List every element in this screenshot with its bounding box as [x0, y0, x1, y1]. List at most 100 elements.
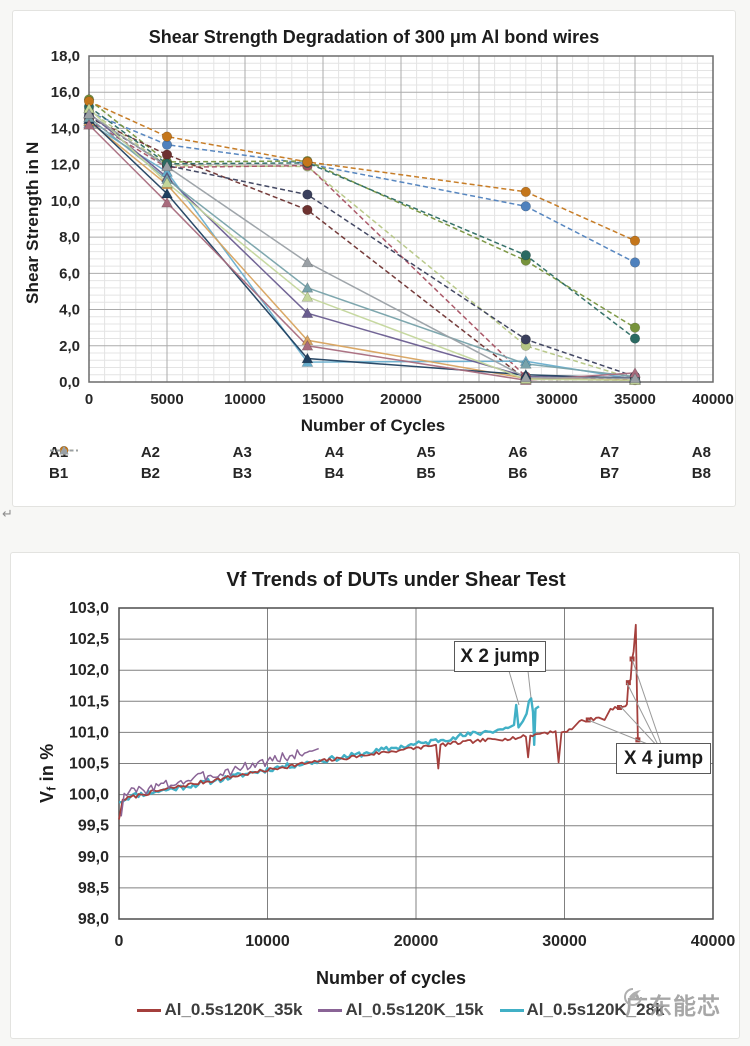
chart1-x-axis-title: Number of Cycles [300, 416, 446, 435]
svg-text:15000: 15000 [302, 391, 344, 408]
legend-label-Al_0.5s120K_15k: Al_0.5s120K_15k [345, 1000, 484, 1019]
legend-label-A2: A2 [140, 444, 161, 461]
legend-item-B6: B6 [50, 446, 528, 482]
svg-text:6,0: 6,0 [59, 265, 80, 282]
series-line-Al_0.5s120K_35k [118, 623, 639, 820]
legend-item-B5: B5 [50, 446, 436, 482]
marker-A5 [302, 204, 313, 216]
legend-label-B7: B7 [599, 465, 620, 482]
marker-A2 [629, 322, 641, 333]
legend-item-Al_0.5s120K_35k: Al_0.5s120K_35k [137, 1000, 302, 1020]
chart1-legend: A1 A2 A3 A4 A5 A6 A7 A8 B1 B2 B3 B4 B5 B6 B7 B8 [49, 444, 711, 482]
svg-text:18,0: 18,0 [51, 48, 80, 65]
marker-B7 [301, 291, 314, 302]
svg-text:101,5: 101,5 [69, 693, 109, 710]
series-line-A7 [88, 106, 636, 340]
svg-text:20000: 20000 [380, 391, 422, 408]
svg-text:10000: 10000 [245, 933, 290, 950]
chart2-plot-area: 103,0 102,5 102,0 101,5 101,0 100,5 100,0 99,5 9… [69, 600, 736, 950]
marker-A7 [629, 333, 641, 344]
svg-text:40000: 40000 [692, 391, 734, 408]
svg-text:16,0: 16,0 [51, 84, 80, 101]
legend-item-Al_0.5s120K_15k: Al_0.5s120K_15k [318, 1000, 484, 1020]
marker-B8 [629, 372, 641, 384]
chart2-legend: Al_0.5s120K_35k Al_0.5s120K_15k Al_0.5s120… [91, 1000, 711, 1020]
annotation-leader-1 [619, 705, 661, 750]
svg-text:2,0: 2,0 [59, 338, 80, 355]
chart1-legend-row: A1 A2 A3 A4 A5 A6 A7 A8 [49, 444, 711, 461]
legend-item-A6: A6 [50, 444, 528, 461]
legend-dash-Al_0.5s120K_28k [499, 1008, 524, 1012]
svg-text:99,5: 99,5 [78, 818, 109, 835]
legend-item-A3: A3 [50, 444, 252, 461]
legend-label-B1: B1 [49, 465, 69, 482]
chart1-plot-area: 18,0 16,0 14,0 12,0 10,0 8,0 6,0 4,0 2,0 0,0 0 5000… [51, 48, 734, 408]
legend-item-A8: A8 [50, 444, 711, 461]
legend-label-A5: A5 [416, 444, 436, 461]
svg-text:25000: 25000 [458, 391, 500, 408]
svg-text:10,0: 10,0 [51, 193, 80, 210]
legend-label-B3: B3 [232, 465, 252, 482]
marker-A8 [520, 186, 531, 197]
marker-A8 [161, 131, 173, 142]
stray-return-glyph: ↵ [2, 506, 13, 521]
svg-text:30000: 30000 [536, 391, 578, 408]
marker-B6 [83, 119, 95, 130]
watermark: 广东能芯 [623, 987, 721, 1021]
marker-A8 [629, 235, 641, 246]
svg-text:0: 0 [115, 933, 124, 950]
marker-B4 [301, 352, 314, 364]
legend-item-B7: B7 [50, 446, 620, 482]
svg-text:98,0: 98,0 [78, 911, 109, 928]
legend-item-A2: A2 [50, 444, 161, 461]
legend-item-A7: A7 [50, 444, 620, 461]
annotation-x2-jump: X 2 jump [454, 641, 546, 672]
legend-dash-Al_0.5s120K_35k [137, 1008, 162, 1012]
marker-B8 [519, 371, 532, 383]
legend-item-B3: B3 [50, 446, 252, 482]
svg-text:30000: 30000 [542, 933, 587, 950]
chart2-x-axis-title: Number of cycles [315, 968, 467, 988]
legend-label-B4: B4 [324, 465, 344, 482]
legend-label-Al_0.5s120K_35k: Al_0.5s120K_35k [164, 1000, 303, 1019]
legend-label-B5: B5 [416, 465, 436, 482]
svg-text:102,5: 102,5 [69, 631, 109, 648]
legend-item-B1: B1 [49, 446, 78, 482]
svg-text:102,0: 102,0 [69, 662, 109, 679]
marker-B5 [519, 358, 532, 369]
legend-item-B2: B2 [50, 446, 160, 482]
marker-A8 [302, 156, 313, 168]
marker-B6 [161, 196, 173, 208]
marker-A6 [302, 189, 313, 200]
svg-text:100,5: 100,5 [69, 756, 109, 773]
marker-B8 [161, 160, 173, 172]
series-marker-Al_0.5s120K_35k [616, 705, 622, 711]
legend-label-A7: A7 [599, 444, 620, 461]
chart1-legend-row: B1 B2 B3 B4 B5 B6 B7 B8 [49, 446, 711, 482]
svg-text:35000: 35000 [614, 391, 656, 408]
legend-label-A6: A6 [508, 444, 528, 461]
svg-text:40000: 40000 [691, 933, 736, 950]
svg-text:5000: 5000 [150, 391, 183, 408]
shear-strength-chart-card: Shear Strength Degradation of 300 μm Al … [12, 10, 736, 507]
marker-B2 [301, 307, 314, 318]
legend-marker-B8 [50, 446, 78, 455]
legend-label-B6: B6 [508, 465, 528, 482]
marker-B8 [83, 108, 95, 119]
svg-text:101,0: 101,0 [69, 724, 109, 741]
svg-text:98,5: 98,5 [78, 880, 109, 897]
legend-label-A3: A3 [232, 444, 252, 461]
legend-item-A5: A5 [50, 444, 436, 461]
annotation-leader-1 [631, 658, 663, 748]
vf-trends-chart-card: Vf Trends of DUTs under Shear Test Vf in… [10, 552, 740, 1039]
marker-A1 [520, 201, 531, 212]
series-line-A5 [88, 116, 636, 381]
series-marker-Al_0.5s120K_35k [625, 680, 631, 686]
series-line-Al_0.5s120K_15k [120, 747, 319, 817]
annotation-x4-jump: X 4 jump [616, 743, 711, 774]
svg-text:0,0: 0,0 [59, 374, 80, 391]
annotation-leader-1 [626, 682, 661, 750]
svg-text:20000: 20000 [394, 933, 439, 950]
marker-A6 [520, 334, 531, 345]
